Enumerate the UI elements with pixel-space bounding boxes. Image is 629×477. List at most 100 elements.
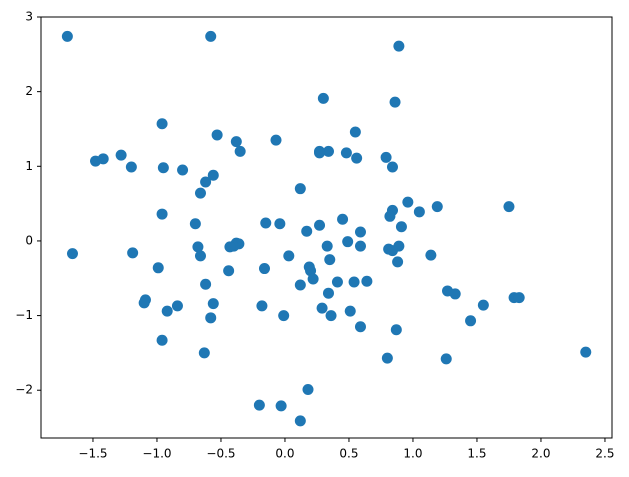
scatter-point xyxy=(189,218,201,230)
scatter-point xyxy=(314,147,326,159)
scatter-point xyxy=(340,147,352,159)
scatter-point xyxy=(302,383,314,395)
scatter-point xyxy=(207,169,219,181)
scatter-point xyxy=(115,149,127,161)
scatter-point xyxy=(389,96,401,108)
scatter-point xyxy=(301,225,313,237)
y-tick-label: −1 xyxy=(15,308,33,322)
scatter-point xyxy=(354,240,366,252)
scatter-point xyxy=(200,176,212,188)
scatter-point xyxy=(275,400,287,412)
scatter-point xyxy=(381,352,393,364)
scatter-point xyxy=(283,250,295,262)
scatter-point xyxy=(348,276,360,288)
scatter-point xyxy=(127,247,139,259)
scatter-point xyxy=(354,321,366,333)
scatter-point xyxy=(270,134,282,146)
y-tick-label: 2 xyxy=(25,84,33,98)
scatter-point xyxy=(207,298,219,310)
scatter-point xyxy=(224,241,236,253)
scatter-point xyxy=(230,136,242,148)
x-tick-label: −1.0 xyxy=(142,447,171,461)
x-tick-label: 2.0 xyxy=(531,447,550,461)
scatter-point xyxy=(344,305,356,317)
scatter-point xyxy=(307,273,319,285)
scatter-point xyxy=(580,346,592,358)
scatter-point xyxy=(321,240,333,252)
scatter-point xyxy=(413,206,425,218)
scatter-point xyxy=(390,324,402,336)
scatter-point xyxy=(258,263,270,275)
scatter-point xyxy=(156,334,168,346)
scatter-point xyxy=(294,183,306,195)
x-tick-label: 1.5 xyxy=(467,447,486,461)
scatter-point xyxy=(349,126,361,138)
x-tick-label: 2.5 xyxy=(595,447,614,461)
scatter-point xyxy=(274,218,286,230)
scatter-point xyxy=(425,249,437,261)
y-tick-label: 0 xyxy=(25,233,33,247)
scatter-point xyxy=(477,299,489,311)
scatter-point xyxy=(253,399,265,411)
scatter-point xyxy=(384,210,396,222)
x-tick-label: 1.0 xyxy=(403,447,422,461)
scatter-point xyxy=(294,279,306,291)
scatter-point xyxy=(322,287,334,299)
scatter-point xyxy=(200,278,212,290)
scatter-point xyxy=(322,145,334,157)
scatter-point xyxy=(392,256,404,268)
plot-frame xyxy=(40,16,613,439)
scatter-point xyxy=(331,276,343,288)
scatter-point xyxy=(97,153,109,165)
scatter-point xyxy=(294,415,306,427)
scatter-point xyxy=(513,292,525,304)
scatter-point xyxy=(402,196,414,208)
scatter-point xyxy=(198,347,210,359)
scatter-point xyxy=(171,300,183,312)
scatter-point xyxy=(354,226,366,238)
scatter-point xyxy=(157,162,169,174)
scatter-point xyxy=(156,118,168,130)
x-tick-label: −0.5 xyxy=(206,447,235,461)
y-tick-label: −2 xyxy=(15,383,33,397)
scatter-point xyxy=(325,310,337,322)
scatter-point xyxy=(393,40,405,52)
scatter-point xyxy=(152,262,164,274)
scatter-point xyxy=(380,151,392,163)
scatter-point xyxy=(211,129,223,141)
scatter-point xyxy=(161,305,173,317)
scatter-point xyxy=(440,353,452,365)
scatter-point xyxy=(156,208,168,220)
scatter-point xyxy=(351,152,363,164)
scatter-point xyxy=(386,245,398,257)
scatter-point xyxy=(205,312,217,324)
scatter-point xyxy=(194,187,206,199)
scatter-point xyxy=(342,236,354,248)
scatter-point xyxy=(66,248,78,260)
scatter-point xyxy=(431,201,443,213)
scatter-point xyxy=(324,254,336,266)
scatter-point xyxy=(192,241,204,253)
scatter-point xyxy=(503,201,515,213)
scatter-point xyxy=(205,30,217,42)
scatter-point xyxy=(314,219,326,231)
x-tick-label: 0.0 xyxy=(275,447,294,461)
scatter-point xyxy=(386,161,398,173)
scatter-point xyxy=(316,302,328,314)
scatter-point xyxy=(465,315,477,327)
scatter-point xyxy=(278,310,290,322)
x-tick-label: −1.5 xyxy=(78,447,107,461)
y-tick-label: 3 xyxy=(25,10,33,24)
scatter-point xyxy=(361,275,373,287)
scatter-point xyxy=(138,297,150,309)
scatter-point xyxy=(234,145,246,157)
scatter-point xyxy=(449,288,461,300)
x-tick-label: 0.5 xyxy=(339,447,358,461)
scatter-point xyxy=(337,213,349,225)
scatter-point xyxy=(395,221,407,233)
scatter-point xyxy=(125,161,137,173)
scatter-point xyxy=(61,30,73,42)
scatter-point xyxy=(317,92,329,104)
scatter-point xyxy=(223,265,235,277)
